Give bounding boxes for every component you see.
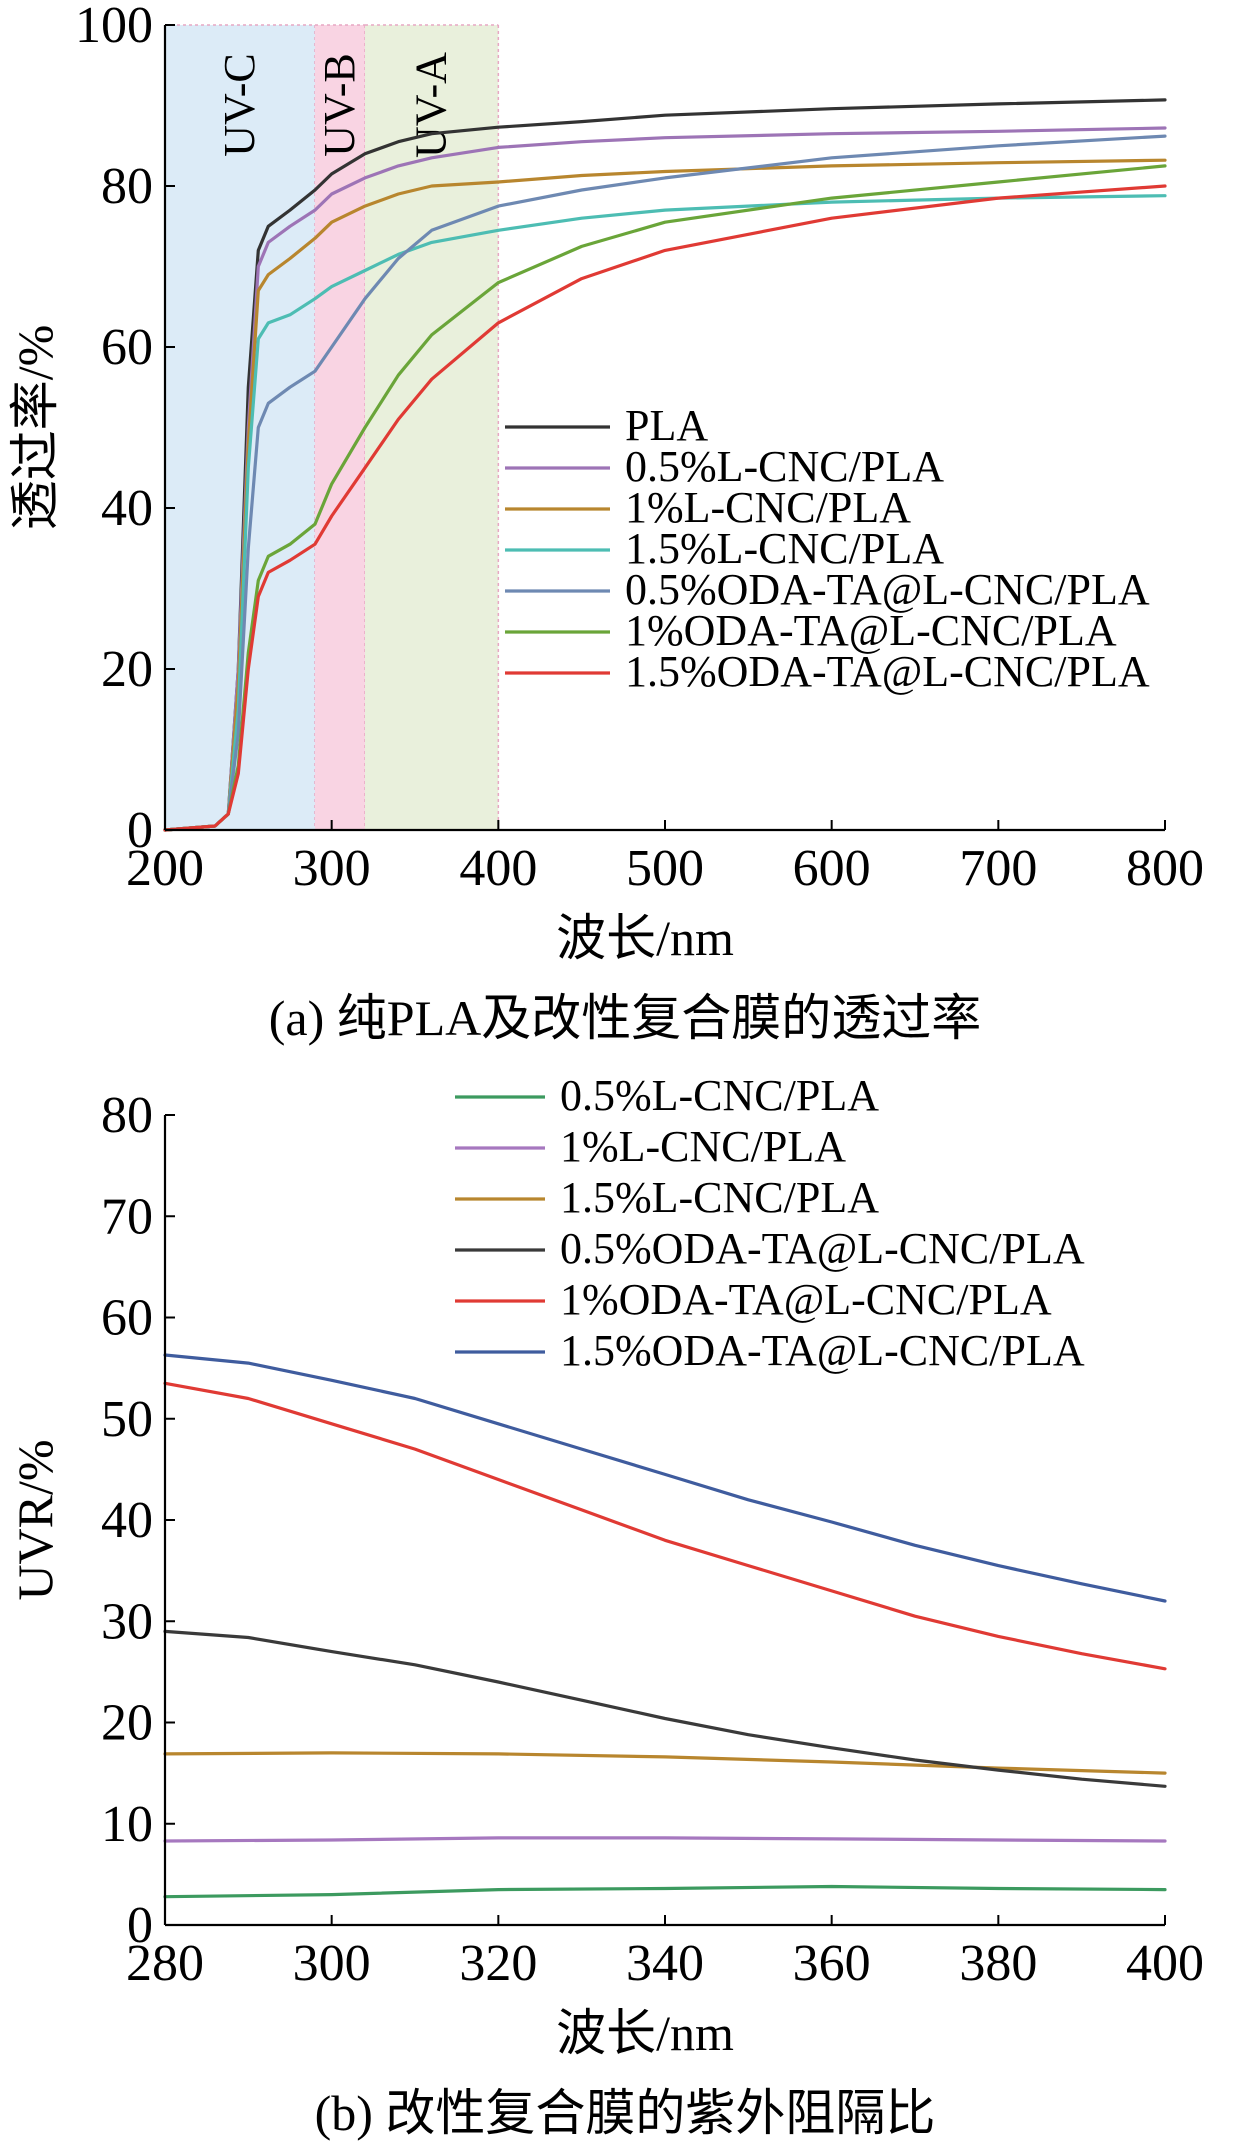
y-tick-label: 30 (101, 1593, 153, 1650)
x-tick-label: 300 (293, 840, 371, 897)
y-tick-label: 80 (101, 1087, 153, 1144)
y-tick-label: 50 (101, 1391, 153, 1448)
y-tick-label: 10 (101, 1796, 153, 1853)
legend-label-1-l-cnc-pla: 1%L-CNC/PLA (560, 1122, 846, 1171)
x-tick-label: 360 (793, 1935, 871, 1992)
band-label-uv-a: UV-A (407, 52, 456, 158)
chart-panel-b: 280 300 320 340 360 380 400 0 10 20 30 40 50 60 70 80 波长… (7, 1071, 1204, 2141)
x-tick-label: 340 (626, 1935, 704, 1992)
x-tick-label: 280 (126, 1935, 204, 1992)
x-tick-label: 600 (793, 840, 871, 897)
x-tick-label: 500 (626, 840, 704, 897)
series-line-0-5-oda-ta-l-cnc-pla (163, 1629, 1167, 1788)
x-tick-label: 380 (959, 1935, 1037, 1992)
legend-label-1-5-oda-ta-l-cnc-pla: 1.5%ODA-TA@L-CNC/PLA (560, 1326, 1085, 1375)
y-axis-title: UVR/% (7, 1439, 63, 1600)
legend-label-0-5-oda-ta-l-cnc-pla: 0.5%ODA-TA@L-CNC/PLA (625, 565, 1150, 614)
legend-label-1-5-l-cnc-pla: 1.5%L-CNC/PLA (625, 524, 944, 573)
legend: 0.5%L-CNC/PLA1%L-CNC/PLA1.5%L-CNC/PLA0.5… (455, 1071, 1085, 1375)
y-tick-label: 80 (101, 158, 153, 215)
y-tick-label: 0 (127, 1897, 153, 1954)
y-tick-label: 40 (101, 480, 153, 537)
y-tick-label: 20 (101, 1695, 153, 1752)
x-tick-label: 200 (126, 840, 204, 897)
legend: PLA0.5%L-CNC/PLA1%L-CNC/PLA1.5%L-CNC/PLA… (505, 401, 1150, 696)
figure-caption: (a) 纯PLA及改性复合膜的透过率 (269, 990, 981, 1046)
x-tick-label: 400 (1126, 1935, 1204, 1992)
legend-label-0-5-l-cnc-pla: 0.5%L-CNC/PLA (560, 1071, 879, 1120)
legend-label-1-l-cnc-pla: 1%L-CNC/PLA (625, 483, 911, 532)
y-tick-label: 20 (101, 641, 153, 698)
series-line-1-oda-ta-l-cnc-pla (163, 1381, 1167, 1671)
x-axis-title: 波长/nm (556, 910, 734, 966)
x-tick-label: 700 (959, 840, 1037, 897)
band-label-uv-c: UV-C (215, 53, 264, 157)
x-tick-label: 320 (459, 1935, 537, 1992)
series-line-0-5-oda-ta-l-cnc-pla (163, 134, 1167, 832)
series-line-0-5-l-cnc-pla (163, 1884, 1167, 1899)
chart-panel-a: UV-C UV-B UV-A 200 300 400 500 600 700 800 0 20 40 60… (7, 0, 1204, 1046)
figure-caption: (b) 改性复合膜的紫外阻隔比 (315, 2085, 936, 2141)
y-tick-label: 60 (101, 1290, 153, 1347)
band-label-uv-b: UV-B (315, 53, 364, 157)
y-tick-label: 40 (101, 1492, 153, 1549)
y-tick-label: 100 (75, 0, 153, 54)
legend-label-pla: PLA (625, 401, 708, 450)
y-tick-label: 0 (127, 802, 153, 859)
legend-label-0-5-l-cnc-pla: 0.5%L-CNC/PLA (625, 442, 944, 491)
series-line-1-5-oda-ta-l-cnc-pla (163, 1353, 1167, 1603)
legend-label-0-5-oda-ta-l-cnc-pla: 0.5%ODA-TA@L-CNC/PLA (560, 1224, 1085, 1273)
x-tick-label: 400 (459, 840, 537, 897)
y-tick-label: 70 (101, 1188, 153, 1245)
y-tick-label: 60 (101, 319, 153, 376)
x-tick-label: 300 (293, 1935, 371, 1992)
legend-label-1-oda-ta-l-cnc-pla: 1%ODA-TA@L-CNC/PLA (560, 1275, 1052, 1324)
series-line-1-5-oda-ta-l-cnc-pla (163, 184, 1167, 832)
y-axis-title: 透过率/% (7, 325, 63, 531)
series-line-1-l-cnc-pla (163, 1836, 1167, 1843)
series-line-1-5-l-cnc-pla (163, 1751, 1167, 1775)
legend-label-1-oda-ta-l-cnc-pla: 1%ODA-TA@L-CNC/PLA (625, 606, 1117, 655)
x-axis-title: 波长/nm (556, 2005, 734, 2061)
legend-label-1-5-oda-ta-l-cnc-pla: 1.5%ODA-TA@L-CNC/PLA (625, 647, 1150, 696)
legend-label-1-5-l-cnc-pla: 1.5%L-CNC/PLA (560, 1173, 879, 1222)
x-tick-label: 800 (1126, 840, 1204, 897)
